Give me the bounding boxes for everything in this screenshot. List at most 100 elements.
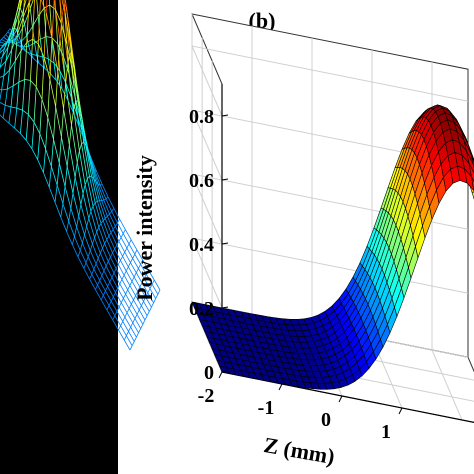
x-tick-mark	[218, 371, 223, 379]
wireframe-segment	[112, 319, 119, 331]
wireframe-segment	[123, 275, 131, 286]
wireframe-segment	[89, 243, 93, 251]
wireframe-segment	[71, 54, 75, 66]
wireframe-segment	[61, 4, 65, 16]
wireframe-segment	[36, 0, 39, 17]
wireframe-segment	[149, 284, 153, 289]
wireframe-segment	[110, 301, 118, 312]
wireframe-segment	[83, 142, 90, 177]
wireframe-segment	[120, 325, 127, 336]
wireframe-segment	[97, 183, 105, 201]
wireframe-segment	[2, 43, 6, 46]
wireframe-segment	[82, 184, 86, 194]
x-tick-label: -2	[198, 385, 215, 407]
z-tick-mark	[221, 178, 229, 181]
wireframe-segment	[81, 119, 85, 133]
wireframe-segment	[62, 186, 66, 204]
x-axis-label: Z (mm)	[262, 432, 337, 469]
wireframe-segment	[7, 85, 14, 90]
wireframe-segment	[128, 326, 132, 332]
wireframe-segment	[109, 211, 113, 215]
wireframe-segment	[121, 275, 125, 280]
wireframe-segment	[84, 178, 88, 185]
wireframe-segment	[130, 326, 137, 338]
wireframe-segment	[99, 184, 107, 200]
surface-patch	[470, 154, 474, 167]
wireframe-segment	[117, 264, 125, 276]
wireframe-segment	[114, 315, 121, 326]
wireframe-segment	[59, 70, 66, 83]
wireframe-segment	[151, 279, 155, 285]
wireframe-segment	[17, 17, 24, 35]
wireframe-segment	[63, 82, 67, 109]
wireframe-segment	[6, 69, 10, 90]
wireframe-segment	[66, 44, 74, 73]
wireframe-segment	[81, 234, 85, 244]
wireframe-segment	[49, 38, 53, 80]
wireframe-segment	[72, 177, 76, 194]
wireframe-segment	[97, 280, 101, 286]
wireframe-segment	[17, 0, 21, 9]
wireframe-segment	[45, 148, 52, 167]
z-tick-mark	[221, 242, 229, 245]
wireframe-segment	[9, 40, 12, 43]
z-tick-mark	[221, 306, 229, 309]
wireframe-segment	[95, 181, 103, 201]
wireframe-segment	[58, 136, 62, 164]
wireframe-segment	[73, 101, 77, 110]
wireframe-segment	[106, 235, 110, 240]
wireframe-segment	[138, 328, 142, 334]
wireframe-segment	[64, 166, 68, 187]
wireframe-segment	[0, 41, 6, 44]
wireframe-segment	[128, 266, 135, 278]
z-axis-label: Power intensity	[132, 155, 157, 301]
wireframe-segment	[112, 226, 116, 230]
wireframe-segment	[49, 4, 53, 38]
wireframe-segment	[73, 65, 77, 84]
wireframe-segment	[1, 48, 5, 58]
wireframe-segment	[89, 274, 93, 280]
wireframe-segment	[3, 61, 7, 77]
wireframe-segment	[129, 285, 136, 296]
wireframe-segment	[14, 108, 18, 129]
wireframe-segment	[16, 82, 20, 109]
wireframe-segment	[18, 79, 25, 83]
wireframe-segment	[57, 39, 61, 73]
wireframe-segment	[126, 335, 133, 346]
wireframe-segment	[77, 250, 81, 258]
wireframe-segment	[105, 196, 109, 200]
wireframe-segment	[74, 96, 82, 121]
wireframe-segment	[115, 264, 119, 269]
wireframe-segment	[43, 12, 47, 58]
wireframe-segment	[49, 4, 56, 10]
wireframe-segment	[114, 222, 118, 227]
wireframe-segment	[74, 96, 78, 116]
wireframe-segment	[44, 67, 51, 74]
wireframe-segment	[19, 0, 23, 8]
wireframe-segment	[54, 0, 56, 10]
wireframe-segment	[25, 114, 29, 141]
z-tick-label: 0.4	[189, 234, 214, 256]
wireframe-segment	[105, 286, 108, 292]
wireframe-segment	[11, 34, 18, 50]
wireframe-segment	[130, 239, 138, 251]
wireframe-segment	[95, 263, 103, 276]
z-axis-ticks: 0 0.2 0.4 0.6 0.8	[189, 106, 229, 384]
wireframe-segment	[106, 305, 110, 311]
wireframe-segment	[4, 88, 8, 106]
wireframe-segment	[149, 288, 157, 299]
wireframe-segment	[107, 286, 114, 298]
wireframe-segment	[123, 335, 127, 341]
wireframe-segment	[106, 309, 114, 321]
wireframe-segment	[37, 43, 45, 58]
wireframe-segment	[54, 202, 62, 218]
wireframe-segment	[63, 3, 67, 8]
x-tick-label: -1	[258, 397, 275, 419]
wireframe-segment	[6, 39, 9, 44]
wireframe-segment	[97, 253, 101, 259]
wireframe-segment	[121, 279, 129, 291]
wireframe-segment	[108, 305, 116, 316]
wireframe-segment	[64, 12, 72, 47]
wireframe-segment	[99, 252, 107, 267]
wireframe-segment	[68, 22, 72, 47]
